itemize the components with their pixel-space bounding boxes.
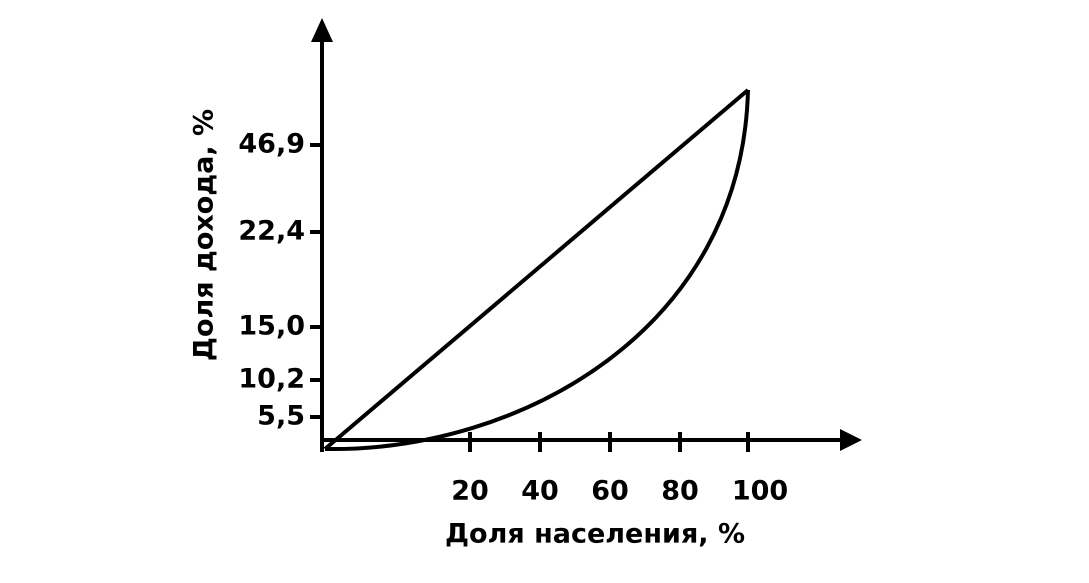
y-tick-label: 22,4 [238, 216, 305, 247]
y-tick-label: 15,0 [238, 311, 305, 342]
x-tick-label: 60 [591, 476, 629, 507]
y-axis-title: Доля дохода, % [189, 109, 220, 361]
lorenz-curve [324, 89, 750, 452]
x-tick-label: 80 [661, 476, 699, 507]
x-arrow [840, 429, 862, 451]
x-tick-label: 100 [732, 476, 788, 507]
y-tick-label: 46,9 [238, 129, 305, 160]
y-tick-label: 5,5 [257, 401, 305, 432]
y-arrow [311, 18, 333, 42]
y-tick-label: 10,2 [238, 364, 305, 395]
equality-line [323, 88, 750, 451]
x-tick-label: 40 [521, 476, 559, 507]
x-tick-label: 20 [451, 476, 489, 507]
x-axis-title: Доля населения, % [445, 519, 745, 550]
